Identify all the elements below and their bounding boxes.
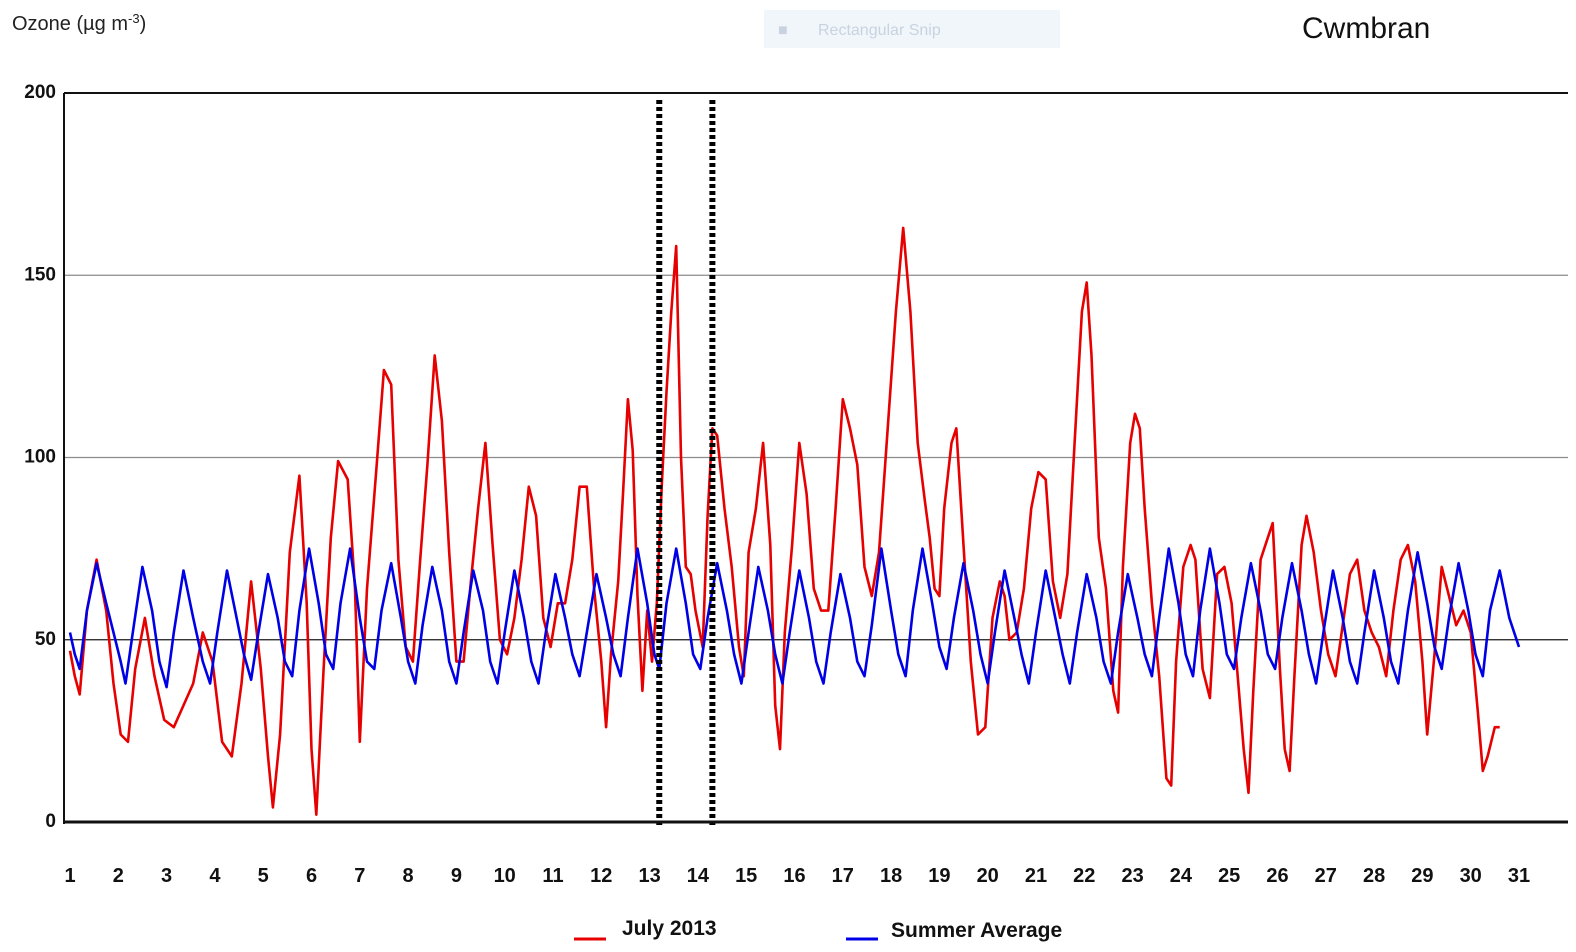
x-tick-label: 17: [832, 865, 854, 887]
y-tick-label: 0: [45, 811, 56, 832]
x-tick-label: 13: [638, 865, 660, 887]
x-tick-label: 6: [306, 865, 317, 887]
y-axis-title: Ozone (µg m-3): [12, 11, 146, 35]
x-tick-label: 14: [687, 865, 710, 887]
x-tick-label: 22: [1073, 865, 1095, 887]
series-line-summer-average: [68, 547, 1521, 689]
x-tick-label: 29: [1411, 865, 1433, 887]
y-axis-title-close: ): [140, 13, 147, 35]
y-tick-labels: 0 50 100 150 200: [24, 82, 56, 832]
snip-overlay: ■ Rectangular Snip: [764, 10, 1060, 48]
x-tick-label: 9: [451, 865, 462, 887]
event-marker-layer: [656, 100, 716, 826]
x-tick-label: 28: [1363, 865, 1385, 887]
x-tick-label: 21: [1025, 865, 1047, 887]
legend-label-july: July 2013: [622, 917, 717, 940]
x-tick-label: 18: [880, 865, 902, 887]
chart-title: Cwmbran: [1302, 12, 1430, 45]
x-tick-label: 4: [209, 865, 221, 887]
x-tick-label: 20: [977, 865, 999, 887]
series-layer: [68, 226, 1521, 816]
x-tick-label: 26: [1266, 865, 1288, 887]
y-tick-label: 100: [24, 447, 56, 468]
x-tick-label: 5: [258, 865, 269, 887]
snip-overlay-box: [764, 10, 1060, 48]
x-tick-label: 3: [161, 865, 172, 887]
y-axis-title-main: Ozone (µg m: [12, 13, 128, 35]
x-tick-label: 27: [1315, 865, 1337, 887]
x-tick-label: 2: [113, 865, 124, 887]
legend-label-summer: Summer Average: [891, 919, 1062, 942]
x-tick-label: 16: [783, 865, 805, 887]
x-tick-label: 7: [354, 865, 365, 887]
x-tick-label: 24: [1170, 865, 1193, 887]
x-tick-label: 8: [403, 865, 414, 887]
snip-overlay-label: Rectangular Snip: [818, 22, 941, 39]
grid-layer: [64, 274, 1568, 641]
legend: July 2013 Summer Average: [574, 917, 1062, 942]
x-tick-label: 11: [542, 865, 563, 887]
snip-overlay-bullet: ■: [778, 22, 788, 39]
y-axis-title-sup: -3: [128, 11, 140, 26]
x-tick-label: 1: [64, 865, 75, 887]
x-tick-label: 30: [1460, 865, 1482, 887]
x-tick-labels: 1 2 3 4 5 6 7 8 9 10 11 12 13 14 15 16 17 18 19 20 21 22 23 24 2…: [64, 865, 1530, 887]
plot-frame: [63, 92, 1568, 824]
x-tick-label: 25: [1218, 865, 1240, 887]
x-tick-label: 10: [494, 865, 516, 887]
y-tick-label: 200: [24, 82, 56, 103]
x-tick-label: 23: [1121, 865, 1143, 887]
x-tick-label: 12: [590, 865, 612, 887]
series-line-july-2013: [68, 226, 1500, 816]
y-tick-label: 50: [35, 629, 56, 650]
x-tick-label: 19: [928, 865, 950, 887]
x-tick-label: 31: [1508, 865, 1530, 887]
x-tick-label: 15: [735, 865, 757, 887]
y-tick-label: 150: [24, 264, 56, 285]
